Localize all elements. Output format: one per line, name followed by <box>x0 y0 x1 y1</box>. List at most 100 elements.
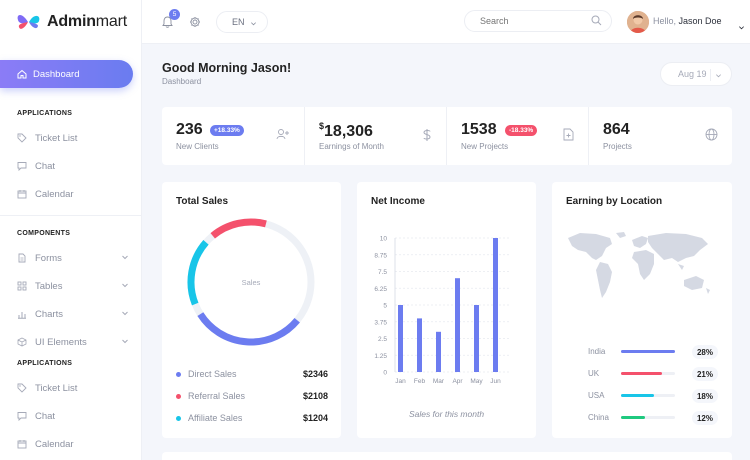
currency-symbol: $ <box>319 121 325 131</box>
bar-mar[interactable] <box>436 331 441 372</box>
breadcrumb[interactable]: Dashboard <box>162 77 202 86</box>
x-tick-label: Jun <box>490 378 501 385</box>
search-icon[interactable] <box>591 15 602 26</box>
net-income-bar-chart: 0 1.25 2.5 3.75 5 6.25 7.5 8.75 10 Jan Feb Mar Apr Ma… <box>374 236 509 385</box>
stat-label: Earnings of Month <box>319 142 384 151</box>
bar-chart-icon <box>17 309 31 319</box>
date-picker[interactable]: Aug 19 <box>660 62 732 86</box>
sidebar-item-dashboard[interactable]: Dashboard <box>0 60 133 88</box>
change-badge: +18.33% <box>210 125 244 136</box>
progress-track <box>621 416 675 419</box>
x-tick-label: Mar <box>433 378 445 385</box>
globe-icon <box>705 128 718 141</box>
legend-value: $2108 <box>302 391 328 401</box>
legend-value: $1204 <box>302 413 328 423</box>
language-value: EN <box>232 17 245 27</box>
x-tick-label: Feb <box>414 378 426 385</box>
sidebar-item-forms[interactable]: Forms <box>17 251 129 265</box>
sidebar-item-tables[interactable]: Tables <box>17 279 129 293</box>
y-tick-label: 7.5 <box>378 269 387 276</box>
location-row-uk: UK 21% <box>566 367 718 381</box>
chevron-down-icon[interactable] <box>738 18 745 36</box>
location-row-india: India 28% <box>566 345 718 359</box>
cube-icon <box>17 337 31 347</box>
sidebar-item-label: Forms <box>35 252 62 264</box>
chat-icon <box>17 411 31 421</box>
date-value: Aug 19 <box>678 69 707 79</box>
bar-feb[interactable] <box>417 318 422 372</box>
y-tick-label: 3.75 <box>374 319 387 326</box>
chevron-down-icon <box>121 309 129 320</box>
grid-icon <box>17 281 31 291</box>
sidebar-item-label: Ticket List <box>35 382 78 394</box>
bar-jun[interactable] <box>493 238 498 372</box>
stat-projects: 864 Projects <box>588 107 732 165</box>
logo[interactable]: Adminmart <box>16 11 127 33</box>
sidebar-item-calendar[interactable]: Calendar <box>17 437 129 451</box>
sidebar-item-label: Calendar <box>35 438 74 450</box>
stat-label: New Clients <box>176 142 219 151</box>
stats-bar: 236 +18.33% New Clients $18,306 Earnings… <box>162 107 732 165</box>
sidebar-item-ticket-list[interactable]: Ticket List <box>17 131 129 145</box>
legend-value: $2346 <box>302 369 328 379</box>
user-greeting[interactable]: Hello, Jason Doe <box>653 16 722 26</box>
progress-fill <box>621 416 646 419</box>
search-input[interactable] <box>464 10 612 32</box>
sidebar-item-label: Charts <box>35 308 63 320</box>
sales-donut-chart: Sales <box>187 218 315 346</box>
chevron-down-icon <box>121 337 129 348</box>
stat-earnings: $18,306 Earnings of Month <box>304 107 446 165</box>
location-row-china: China 12% <box>566 411 718 425</box>
legend-dot <box>176 416 181 421</box>
stat-label: Projects <box>603 142 632 151</box>
legend-affiliate-sales: Affiliate Sales $1204 <box>176 413 328 425</box>
sidebar-item-calendar[interactable]: Calendar <box>17 187 129 201</box>
legend-dot <box>176 372 181 377</box>
divider <box>710 69 711 81</box>
chevron-down-icon <box>715 71 722 81</box>
sidebar-item-chat[interactable]: Chat <box>17 159 129 173</box>
avatar[interactable] <box>627 11 649 33</box>
sidebar-item-chat[interactable]: Chat <box>17 409 129 423</box>
topbar: 5 EN Hello, Jason Doe <box>142 0 750 44</box>
percent-badge: 28% <box>692 345 718 359</box>
donut-slice-direct-sales[interactable] <box>197 312 300 346</box>
butterfly-logo-icon <box>16 11 42 33</box>
next-card-edge <box>162 452 732 460</box>
legend-label: Direct Sales <box>188 369 237 379</box>
sidebar-item-charts[interactable]: Charts <box>17 307 129 321</box>
y-tick-label: 0 <box>383 370 387 377</box>
legend-dot <box>176 394 181 399</box>
legend-referral-sales: Referral Sales $2108 <box>176 391 328 403</box>
language-select[interactable]: EN <box>216 11 268 33</box>
x-tick-label: Apr <box>452 378 463 385</box>
chevron-down-icon <box>121 281 129 292</box>
sidebar-item-label: Chat <box>35 410 56 422</box>
dollar-icon <box>422 128 432 142</box>
notification-badge: 5 <box>169 9 180 20</box>
bar-jan[interactable] <box>398 305 403 372</box>
bar-may[interactable] <box>474 305 479 372</box>
stat-value: 864 <box>603 121 630 138</box>
gear-icon[interactable] <box>189 16 201 28</box>
sidebar-item-ui-elements[interactable]: UI Elements <box>17 335 129 349</box>
country-name: UK <box>588 369 600 378</box>
donut-slice-affiliate-sales[interactable] <box>187 240 209 306</box>
sidebar: Adminmart Dashboard APPLICATIONS Ticket … <box>0 0 142 460</box>
y-tick-label: 10 <box>380 236 388 243</box>
world-map <box>568 232 710 298</box>
sidebar-item-ticket-list[interactable]: Ticket List <box>17 381 129 395</box>
add-user-icon <box>276 128 290 140</box>
calendar-icon <box>17 439 31 449</box>
change-badge: -18.33% <box>505 125 538 136</box>
progress-track <box>621 350 675 353</box>
chat-icon <box>17 161 31 171</box>
sidebar-item-label: Chat <box>35 160 56 172</box>
percent-badge: 12% <box>692 411 718 425</box>
card-title: Net Income <box>371 196 425 207</box>
chart-caption: Sales for this month <box>408 409 485 419</box>
progress-fill <box>621 394 655 397</box>
donut-slice-referral-sales[interactable] <box>210 218 267 239</box>
bar-apr[interactable] <box>455 278 460 372</box>
sidebar-item-label: Calendar <box>35 188 74 200</box>
